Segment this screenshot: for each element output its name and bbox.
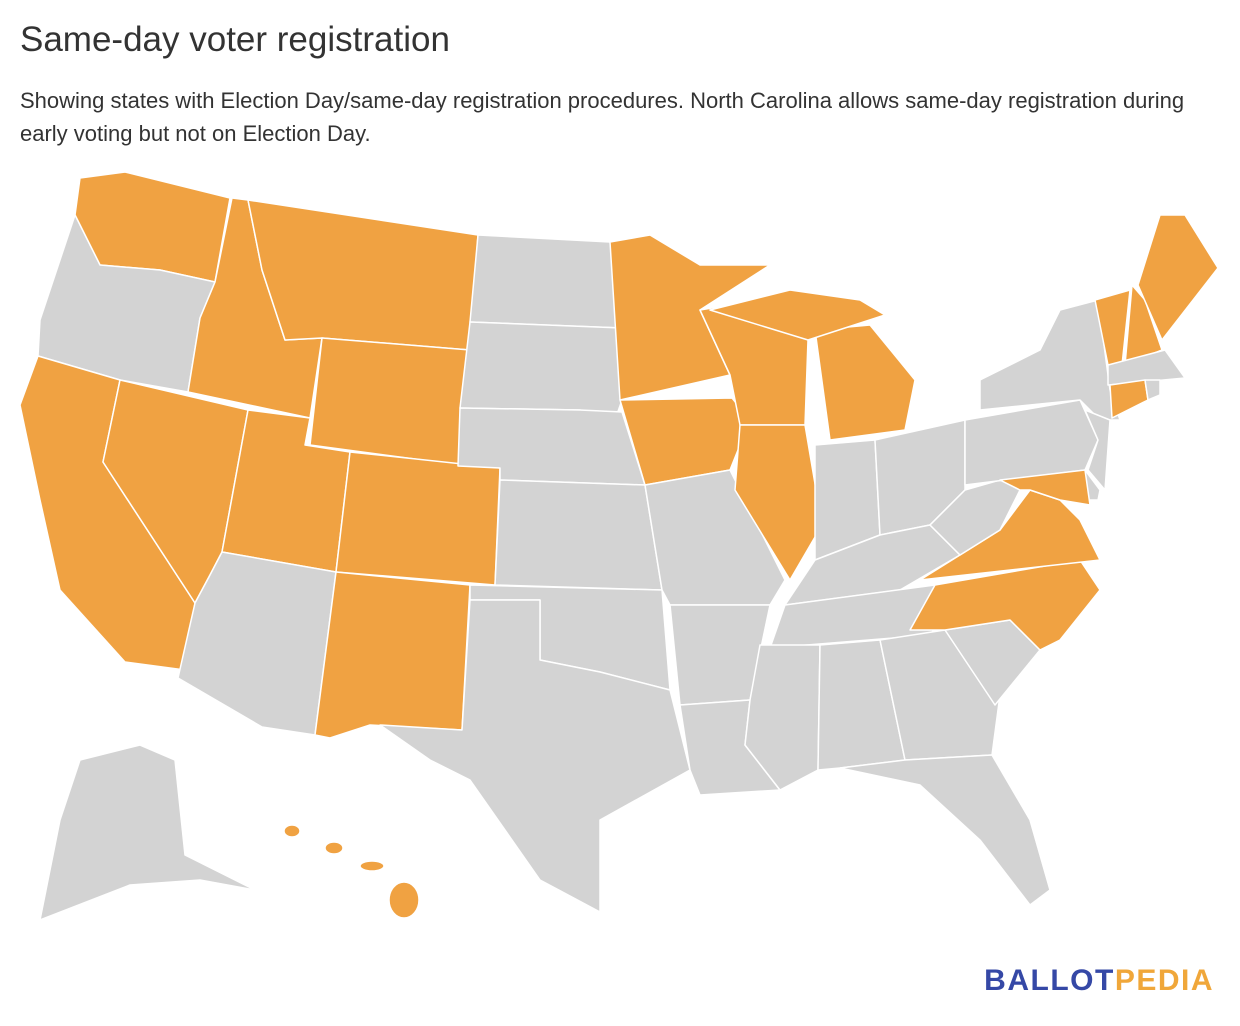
state-hi [359, 860, 385, 872]
state-md [999, 469, 1091, 506]
state-nj [1084, 409, 1111, 491]
state-wy [309, 337, 471, 466]
state-ct [1109, 379, 1149, 419]
state-nc [909, 559, 1101, 651]
state-co [335, 451, 501, 586]
map-subtitle: Showing states with Election Day/same-da… [20, 88, 1185, 146]
state-nm [314, 571, 471, 739]
state-fl [839, 754, 1051, 906]
state-hi [283, 824, 301, 838]
state-sd [459, 321, 623, 421]
state-pa [964, 399, 1099, 486]
state-tx [379, 599, 691, 913]
state-mn [609, 234, 771, 401]
map-title: Same-day voter registration [20, 20, 450, 59]
state-va [919, 489, 1101, 581]
state-ri [1144, 379, 1161, 401]
state-nh [1124, 284, 1163, 366]
ballotpedia-logo: BALLOTPEDIA [984, 964, 1214, 997]
state-ma [1107, 349, 1186, 386]
state-hi [324, 841, 344, 855]
state-ks [494, 479, 663, 591]
state-me [1137, 214, 1219, 341]
state-nd [469, 234, 623, 329]
state-ak [39, 744, 256, 921]
state-mi [709, 289, 886, 341]
state-mi [814, 324, 916, 441]
state-il [734, 424, 823, 581]
state-mt [247, 199, 479, 351]
state-hi [388, 881, 420, 919]
